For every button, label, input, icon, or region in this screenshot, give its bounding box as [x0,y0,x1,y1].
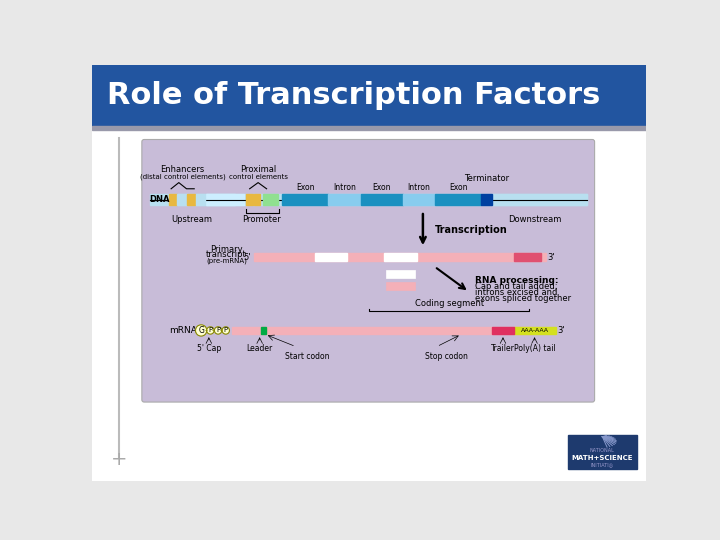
Text: Trailer: Trailer [491,345,515,353]
Bar [168,194,176,205]
Bar [177,194,186,205]
Text: Leader: Leader [246,345,273,353]
Bar [328,194,361,205]
Text: Enhancers: Enhancers [161,165,204,174]
Bar [253,194,261,205]
Text: 3': 3' [558,326,565,335]
Bar [514,327,556,334]
Bar [315,253,348,261]
Text: mRNA: mRNA [168,326,197,335]
Bar [482,194,492,205]
Text: NATIONAL: NATIONAL [590,448,615,453]
Text: -: - [220,326,222,335]
Text: Cap and tail added;: Cap and tail added; [475,282,558,291]
Text: Role of Transcription Factors: Role of Transcription Factors [107,81,600,110]
Bar [246,194,253,205]
Text: Exon: Exon [449,183,467,192]
Text: Coding segment: Coding segment [415,299,485,308]
Text: G: G [198,326,204,335]
Text: Exon: Exon [372,183,391,192]
Text: 5' Cap: 5' Cap [197,345,221,353]
Bar [263,194,278,205]
Bar [386,282,415,289]
Bar [92,65,647,126]
Text: MATH+SCIENCE: MATH+SCIENCE [572,455,633,461]
Text: AAA-AAA: AAA-AAA [521,328,549,333]
Bar [261,327,266,334]
Bar [361,194,403,205]
Bar [196,194,205,205]
Text: Downstream: Downstream [508,215,562,224]
Bar [92,130,647,481]
Text: Terminator: Terminator [464,174,509,183]
Bar [92,126,647,130]
Text: P: P [216,327,220,333]
Text: control elements: control elements [229,173,287,179]
Bar [435,194,482,205]
Bar [567,435,637,469]
Bar [232,327,532,334]
Text: introns excised and: introns excised and [475,288,557,297]
Text: Upstream: Upstream [171,215,212,224]
Text: Transcription: Transcription [434,225,507,235]
Text: exons spliced together: exons spliced together [475,294,572,303]
Bar [492,327,514,334]
Bar [206,194,244,205]
Text: INITIATI◎: INITIATI◎ [591,462,614,467]
Text: Exon: Exon [296,183,315,192]
FancyBboxPatch shape [142,139,595,402]
Text: -: - [212,326,215,335]
Text: +: + [110,449,127,469]
Bar [282,194,328,205]
Text: 5': 5' [243,253,251,262]
Text: Stop codon: Stop codon [425,352,467,361]
Text: (pre-mRNA): (pre-mRNA) [206,258,247,264]
Bar [253,253,546,261]
Bar [206,194,235,205]
Text: Start codon: Start codon [285,352,330,361]
Text: P: P [208,327,212,333]
Text: Poly(A) tail: Poly(A) tail [513,345,555,353]
Text: Primary: Primary [210,245,243,254]
Text: P: P [224,327,228,333]
Bar [150,194,587,205]
Bar [492,194,587,205]
Text: transcript: transcript [206,250,247,259]
Text: (distal control elements): (distal control elements) [140,173,225,179]
Text: Intron: Intron [333,183,356,192]
Bar [187,194,195,205]
Text: Intron: Intron [408,183,431,192]
Bar [403,194,435,205]
Text: RNA processing:: RNA processing: [475,276,559,285]
Text: -: - [204,326,207,335]
Text: Proximal: Proximal [240,165,276,174]
Bar [386,271,415,278]
Text: Promoter: Promoter [243,215,282,224]
Bar [384,253,417,261]
Text: 3': 3' [548,253,555,262]
Bar [514,253,541,261]
Text: DNA: DNA [150,195,170,204]
